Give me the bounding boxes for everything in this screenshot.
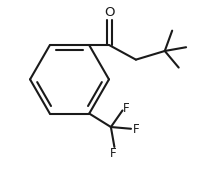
- Text: O: O: [104, 6, 115, 19]
- Text: F: F: [110, 147, 117, 160]
- Text: F: F: [132, 123, 139, 136]
- Text: F: F: [123, 102, 130, 115]
